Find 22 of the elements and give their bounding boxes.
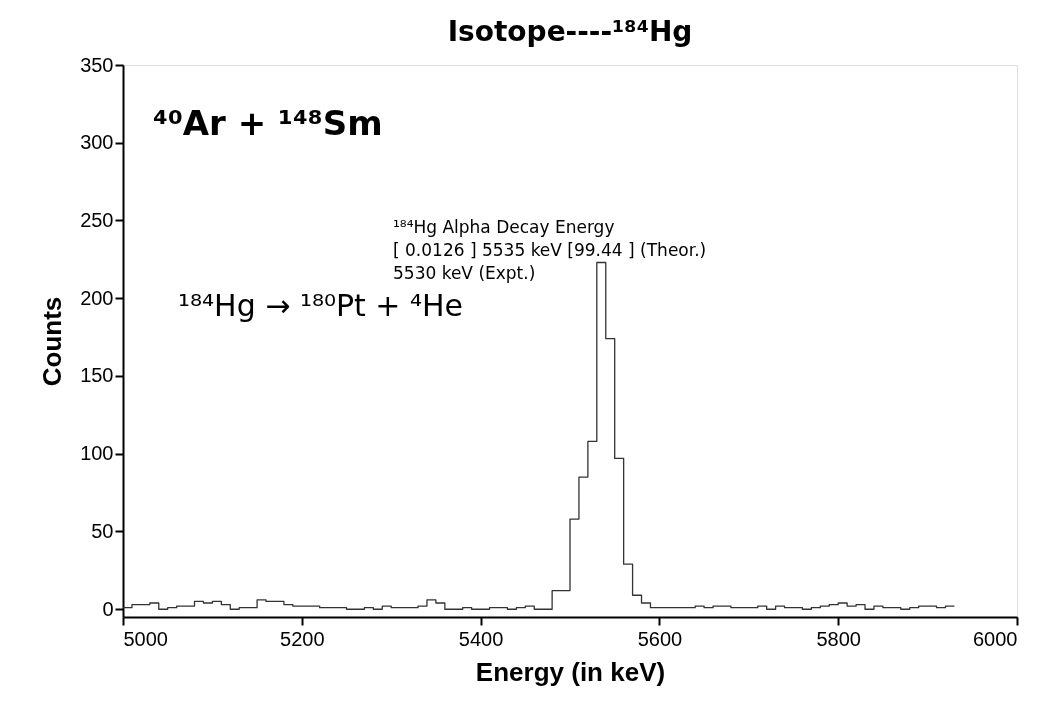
- y-tick-label: 300: [80, 131, 114, 154]
- y-axis-title: Counts: [37, 296, 68, 387]
- y-tick-label: 0: [102, 597, 114, 620]
- annotation: ¹⁸⁴Hg → ¹⁸⁰Pt + ⁴He: [178, 288, 464, 323]
- x-tick-label: 5200: [280, 627, 325, 650]
- annotation: [ 0.0126 ] 5535 keV [99.44 ] (Theor.): [393, 240, 707, 260]
- chart-title: Isotope----¹⁸⁴Hg: [447, 15, 693, 48]
- y-tick-label: 150: [80, 364, 114, 387]
- x-tick-label: 5800: [816, 627, 861, 650]
- y-tick-label: 200: [80, 286, 114, 309]
- annotation: ⁴⁰Ar + ¹⁴⁸Sm: [153, 103, 383, 143]
- y-tick-label: 350: [80, 53, 114, 76]
- x-tick-label: 5000: [123, 627, 168, 650]
- annotation: 5530 keV (Expt.): [393, 263, 536, 283]
- x-tick-label: 5400: [458, 627, 504, 650]
- x-axis-title: Energy (in keV): [475, 656, 666, 687]
- x-tick-label: 5600: [637, 627, 683, 650]
- y-tick-label: 250: [80, 208, 114, 231]
- y-tick-label: 100: [80, 442, 114, 465]
- x-tick-label: 6000: [973, 627, 1018, 650]
- y-tick-label: 50: [91, 519, 114, 542]
- annotation: ¹⁸⁴Hg Alpha Decay Energy: [393, 217, 615, 237]
